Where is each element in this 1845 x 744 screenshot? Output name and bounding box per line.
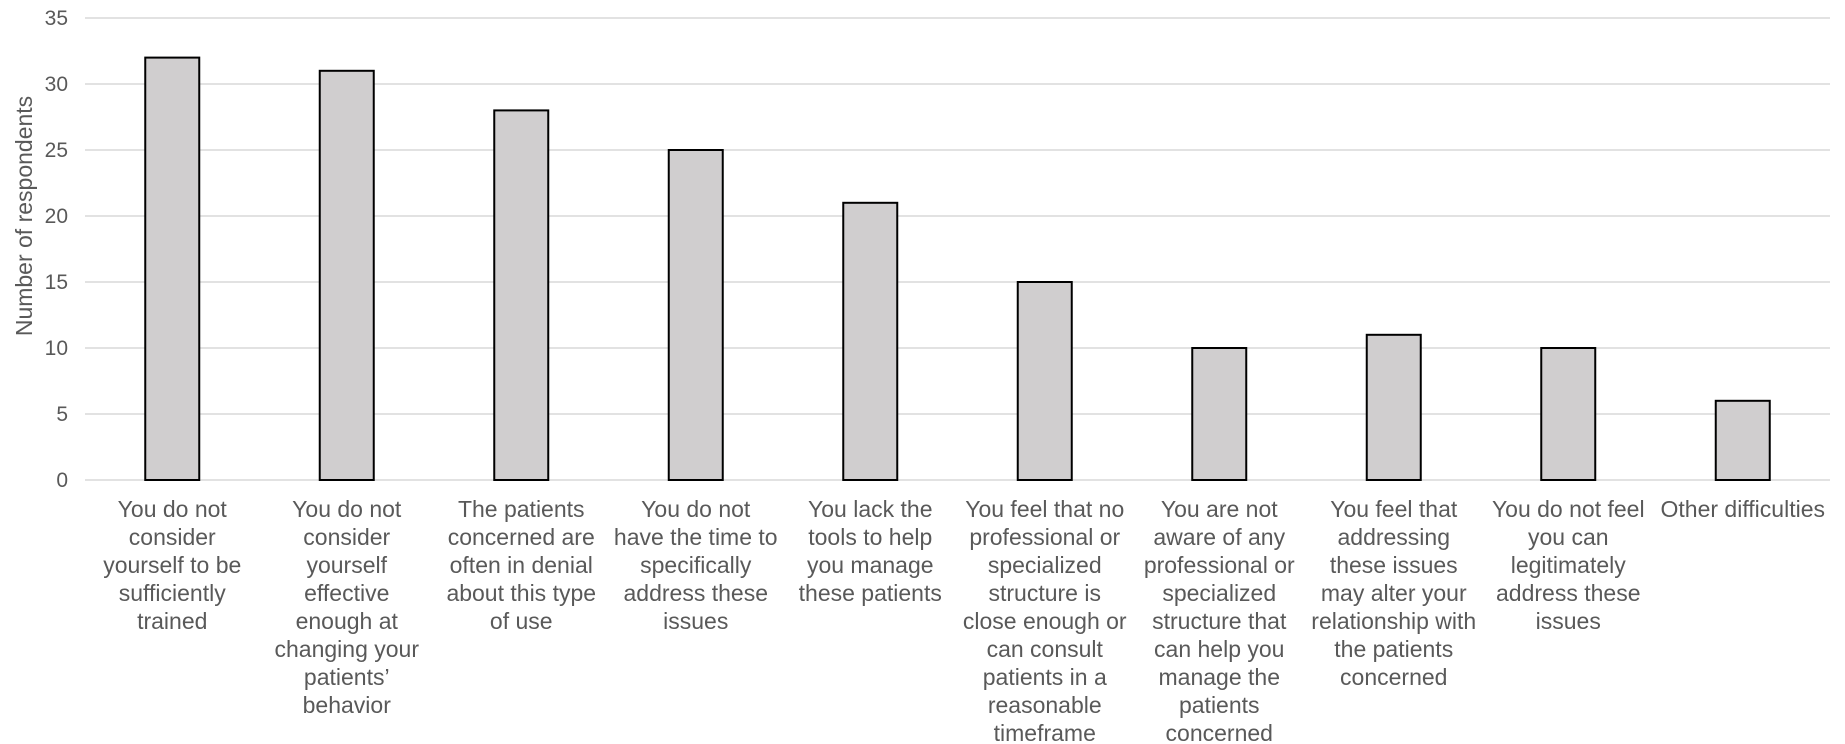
x-category-label-line: You do not — [641, 496, 751, 522]
x-category-label-line: address these — [624, 580, 768, 606]
x-category-label-line: have the time to — [614, 524, 778, 550]
bar — [144, 56, 201, 481]
x-category-label-line: consider — [303, 524, 390, 550]
x-category-label-line: You feel that — [1330, 496, 1458, 522]
y-axis-title: Number of respondents — [11, 96, 37, 336]
x-category-label: You do not consider yourself effective enoug… — [275, 496, 420, 718]
x-category-label-line: professional or — [1144, 552, 1295, 578]
x-category-label-line: The patients — [458, 496, 585, 522]
bar — [493, 109, 550, 482]
x-category-label-line: sufficiently — [119, 580, 226, 606]
x-category-label-line: of use — [490, 608, 553, 634]
x-category-label-line: effective — [304, 580, 389, 606]
x-category-label-line: patients in a — [983, 664, 1107, 690]
x-category-label: You are not aware of any professional or sp… — [1144, 496, 1295, 744]
x-category-labels: You do not consider yourself to be sufficie… — [103, 496, 1825, 744]
x-category-label-line: you manage — [807, 552, 934, 578]
x-category-label-line: yourself — [306, 552, 387, 578]
bar — [1540, 347, 1597, 481]
x-category-label-line: timeframe — [994, 720, 1096, 744]
x-category-label-line: concerned are — [448, 524, 595, 550]
x-category-label-line: Other difficulties — [1661, 496, 1825, 522]
x-category-label-line: You do not — [118, 496, 228, 522]
x-category-label: Other difficulties — [1661, 496, 1825, 522]
x-category-label-line: addressing — [1337, 524, 1450, 550]
x-category-label-line: legitimately — [1511, 552, 1627, 578]
x-category-label-line: close enough or — [963, 608, 1127, 634]
x-category-label-line: tools to help — [808, 524, 932, 550]
x-category-label: The patients concerned are often in denial… — [446, 496, 596, 634]
bars — [144, 56, 1771, 482]
x-category-label-line: can help you — [1154, 636, 1284, 662]
x-category-label-line: consider — [129, 524, 216, 550]
x-category-label-line: manage the — [1159, 664, 1280, 690]
x-category-label-line: address these — [1496, 580, 1640, 606]
x-category-label-line: trained — [137, 608, 207, 634]
x-category-label: You do not consider yourself to be sufficie… — [103, 496, 241, 634]
y-tick-label: 20 — [45, 205, 68, 228]
y-tick-labels: 0 5 10 15 20 25 30 35 — [45, 7, 68, 492]
x-category-label-line: reasonable — [988, 692, 1102, 718]
x-category-label-line: patients’ — [304, 664, 390, 690]
y-tick-label: 30 — [45, 73, 68, 96]
y-tick-label: 25 — [45, 139, 68, 162]
bar — [1714, 399, 1771, 481]
x-category-label-line: patients — [1179, 692, 1260, 718]
x-category-label-line: specialized — [1162, 580, 1276, 606]
x-category-label-line: You lack the — [808, 496, 932, 522]
x-category-label-line: can consult — [987, 636, 1104, 662]
x-category-label-line: these patients — [799, 580, 942, 606]
y-tick-label: 10 — [45, 337, 68, 360]
x-category-label-line: You do not — [292, 496, 402, 522]
x-category-label-line: relationship with — [1311, 608, 1476, 634]
x-category-label-line: structure that — [1152, 608, 1287, 634]
y-tick-label: 35 — [45, 7, 68, 30]
x-category-label-line: professional or — [969, 524, 1120, 550]
x-category-label-line: often in denial — [450, 552, 593, 578]
x-category-label: You lack the tools to help you manage these… — [799, 496, 942, 606]
x-category-label-line: You are not — [1161, 496, 1278, 522]
y-tick-label: 15 — [45, 271, 68, 294]
bar — [667, 149, 724, 481]
x-category-label-line: yourself to be — [103, 552, 241, 578]
bar — [1016, 281, 1073, 481]
y-tick-label: 0 — [56, 469, 68, 492]
x-category-label-line: changing your — [275, 636, 420, 662]
x-category-label-line: specifically — [640, 552, 752, 578]
x-category-label-line: You feel that no — [965, 496, 1124, 522]
x-category-label-line: concerned — [1340, 664, 1447, 690]
bar — [1191, 347, 1248, 481]
x-category-label-line: aware of any — [1153, 524, 1285, 550]
x-category-label: You feel that addressing these issues may a… — [1311, 496, 1476, 690]
bar — [842, 201, 899, 482]
x-category-label-line: structure is — [989, 580, 1101, 606]
x-category-label-line: behavior — [303, 692, 392, 718]
x-category-label-line: You do not feel — [1492, 496, 1645, 522]
gridlines — [85, 17, 1830, 415]
x-category-label-line: the patients — [1334, 636, 1453, 662]
x-category-label-line: about this type — [446, 580, 596, 606]
bar — [1365, 333, 1422, 481]
y-tick-label: 5 — [56, 403, 68, 426]
x-category-label-line: issues — [1536, 608, 1601, 634]
x-category-label: You feel that no professional or specializ… — [963, 496, 1127, 744]
x-category-label-line: enough at — [296, 608, 399, 634]
x-category-label-line: these issues — [1330, 552, 1458, 578]
x-category-label-line: concerned — [1166, 720, 1273, 744]
bar — [318, 69, 375, 482]
x-category-label: You do not feel you can legitimately addres… — [1492, 496, 1645, 634]
x-category-label: You do not have the time to specifically ad… — [614, 496, 778, 634]
x-category-label-line: you can — [1528, 524, 1609, 550]
x-category-label-line: issues — [663, 608, 728, 634]
x-category-label-line: may alter your — [1321, 580, 1467, 606]
x-category-label-line: specialized — [988, 552, 1102, 578]
